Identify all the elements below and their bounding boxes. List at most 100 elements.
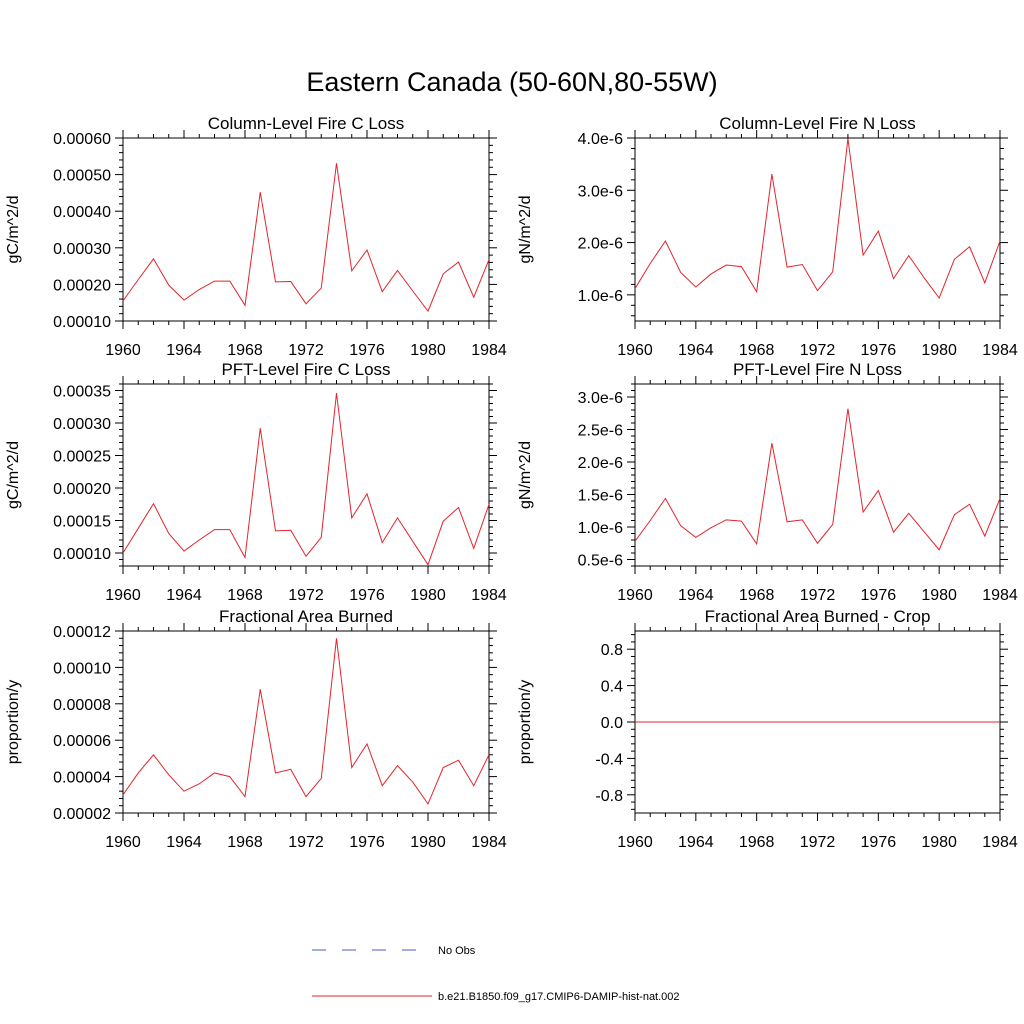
x-tick-label: 1976: [349, 342, 385, 359]
x-tick-label: 1968: [227, 342, 263, 359]
chart-panel-1: Column-Level Fire C Loss gC/m^2/d 1960 1964…: [5, 114, 507, 359]
series-line: [122, 163, 490, 313]
y-axis-label: gN/m^2/d: [517, 441, 534, 509]
y-tick-label: 0.00035: [53, 384, 111, 401]
series-line: [634, 408, 1001, 551]
legend-entry-no-obs: No Obs: [312, 945, 476, 957]
y-tick-label: -0.4: [595, 751, 623, 768]
chart-panel-5: Fractional Area Burned proportion/y 1960 19…: [5, 607, 507, 851]
x-tick-label: 1972: [800, 587, 836, 604]
y-tick-label: 0.00040: [53, 204, 111, 221]
y-tick-label: 1.0e-6: [578, 520, 623, 537]
y-tick-label: 1.5e-6: [578, 488, 623, 505]
chart-panel-2: Column-Level Fire N Loss gN/m^2/d 1960 1964…: [517, 114, 1018, 359]
panel-title: Column-Level Fire C Loss: [208, 114, 405, 133]
y-tick-label: 2.0e-6: [578, 236, 623, 253]
y-tick-label: 0.00020: [53, 277, 111, 294]
panels: Column-Level Fire C Loss gC/m^2/d 1960 1964…: [5, 114, 1018, 851]
chart-panel-4: PFT-Level Fire N Loss gN/m^2/d 1960 1964 196…: [517, 360, 1018, 604]
plot-frame: [122, 383, 490, 567]
y-tick-label: 0.00006: [53, 733, 111, 750]
y-tick-label: 4.0e-6: [578, 131, 623, 148]
x-tick-label: 1980: [410, 834, 446, 851]
y-axis-label: gC/m^2/d: [5, 196, 22, 264]
y-tick-label: 0.4: [601, 679, 623, 696]
panel-title: Column-Level Fire N Loss: [719, 114, 916, 133]
plot-frame: [634, 383, 1001, 567]
x-tick-label: 1980: [921, 587, 957, 604]
plot-frame: [634, 137, 1001, 322]
y-tick-label: 1.0e-6: [578, 288, 623, 305]
y-tick-label: 0.00060: [53, 131, 111, 148]
y-tick-label: 0.00002: [53, 806, 111, 823]
x-tick-label: 1980: [410, 587, 446, 604]
x-tick-label: 1972: [800, 342, 836, 359]
x-tick-label: 1960: [617, 587, 653, 604]
y-tick-label: 0.5e-6: [578, 553, 623, 570]
y-tick-label: -0.8: [595, 788, 623, 805]
y-axis-label: proportion/y: [517, 680, 534, 765]
y-tick-label: 0.00015: [53, 514, 111, 531]
y-tick-label: 2.0e-6: [578, 455, 623, 472]
y-tick-label: 0.00008: [53, 697, 111, 714]
x-tick-label: 1960: [105, 587, 141, 604]
y-axis-label: gN/m^2/d: [517, 196, 534, 264]
y-tick-label: 3.0e-6: [578, 183, 623, 200]
chart-panel-3: PFT-Level Fire C Loss gC/m^2/d 1960 1964 196…: [5, 360, 507, 604]
x-tick-label: 1964: [678, 587, 714, 604]
x-tick-label: 1980: [410, 342, 446, 359]
series-line: [634, 138, 1001, 300]
series-line: [122, 638, 490, 805]
x-tick-label: 1960: [105, 342, 141, 359]
x-tick-label: 1968: [739, 587, 775, 604]
y-tick-label: 0.00030: [53, 241, 111, 258]
x-tick-label: 1964: [166, 834, 202, 851]
x-tick-label: 1968: [739, 834, 775, 851]
y-tick-label: 0.00050: [53, 168, 111, 185]
x-tick-label: 1972: [288, 587, 324, 604]
x-tick-label: 1968: [739, 342, 775, 359]
x-tick-label: 1984: [982, 587, 1018, 604]
x-tick-label: 1964: [678, 834, 714, 851]
x-tick-label: 1976: [861, 834, 897, 851]
y-tick-label: 3.0e-6: [578, 390, 623, 407]
legend-entry-model-run: b.e21.B1850.f09_g17.CMIP6-DAMIP-hist-nat…: [312, 991, 680, 1003]
plot-frame: [122, 630, 490, 814]
x-tick-label: 1980: [921, 834, 957, 851]
x-tick-label: 1980: [921, 342, 957, 359]
x-tick-label: 1976: [349, 587, 385, 604]
panel-title: PFT-Level Fire N Loss: [733, 360, 902, 379]
x-tick-label: 1960: [617, 834, 653, 851]
y-tick-label: 0.00012: [53, 624, 111, 641]
x-tick-label: 1960: [105, 834, 141, 851]
x-tick-label: 1976: [349, 834, 385, 851]
y-tick-label: 0.00020: [53, 481, 111, 498]
panel-title: Fractional Area Burned: [219, 607, 393, 626]
y-tick-label: 0.00010: [53, 660, 111, 677]
x-tick-label: 1964: [166, 342, 202, 359]
y-tick-label: 0.0: [601, 715, 623, 732]
y-axis-label: proportion/y: [5, 680, 22, 765]
y-tick-label: 0.00025: [53, 449, 111, 466]
x-tick-label: 1984: [471, 342, 507, 359]
y-tick-label: 0.00030: [53, 416, 111, 433]
x-tick-label: 1968: [227, 587, 263, 604]
x-tick-label: 1972: [288, 342, 324, 359]
x-tick-label: 1964: [166, 587, 202, 604]
x-tick-label: 1964: [678, 342, 714, 359]
x-tick-label: 1972: [288, 834, 324, 851]
y-tick-label: 0.00010: [53, 546, 111, 563]
x-tick-label: 1984: [982, 342, 1018, 359]
y-axis-label: gC/m^2/d: [5, 441, 22, 509]
y-tick-label: 0.00010: [53, 314, 111, 331]
x-tick-label: 1976: [861, 342, 897, 359]
y-tick-label: 2.5e-6: [578, 423, 623, 440]
series-line: [122, 393, 490, 566]
x-tick-label: 1984: [471, 587, 507, 604]
legend: No Obs b.e21.B1850.f09_g17.CMIP6-DAMIP-h…: [312, 945, 680, 1003]
x-tick-label: 1984: [982, 834, 1018, 851]
x-tick-label: 1972: [800, 834, 836, 851]
figure-title: Eastern Canada (50-60N,80-55W): [306, 67, 717, 97]
legend-label-model-run: b.e21.B1850.f09_g17.CMIP6-DAMIP-hist-nat…: [438, 991, 680, 1003]
